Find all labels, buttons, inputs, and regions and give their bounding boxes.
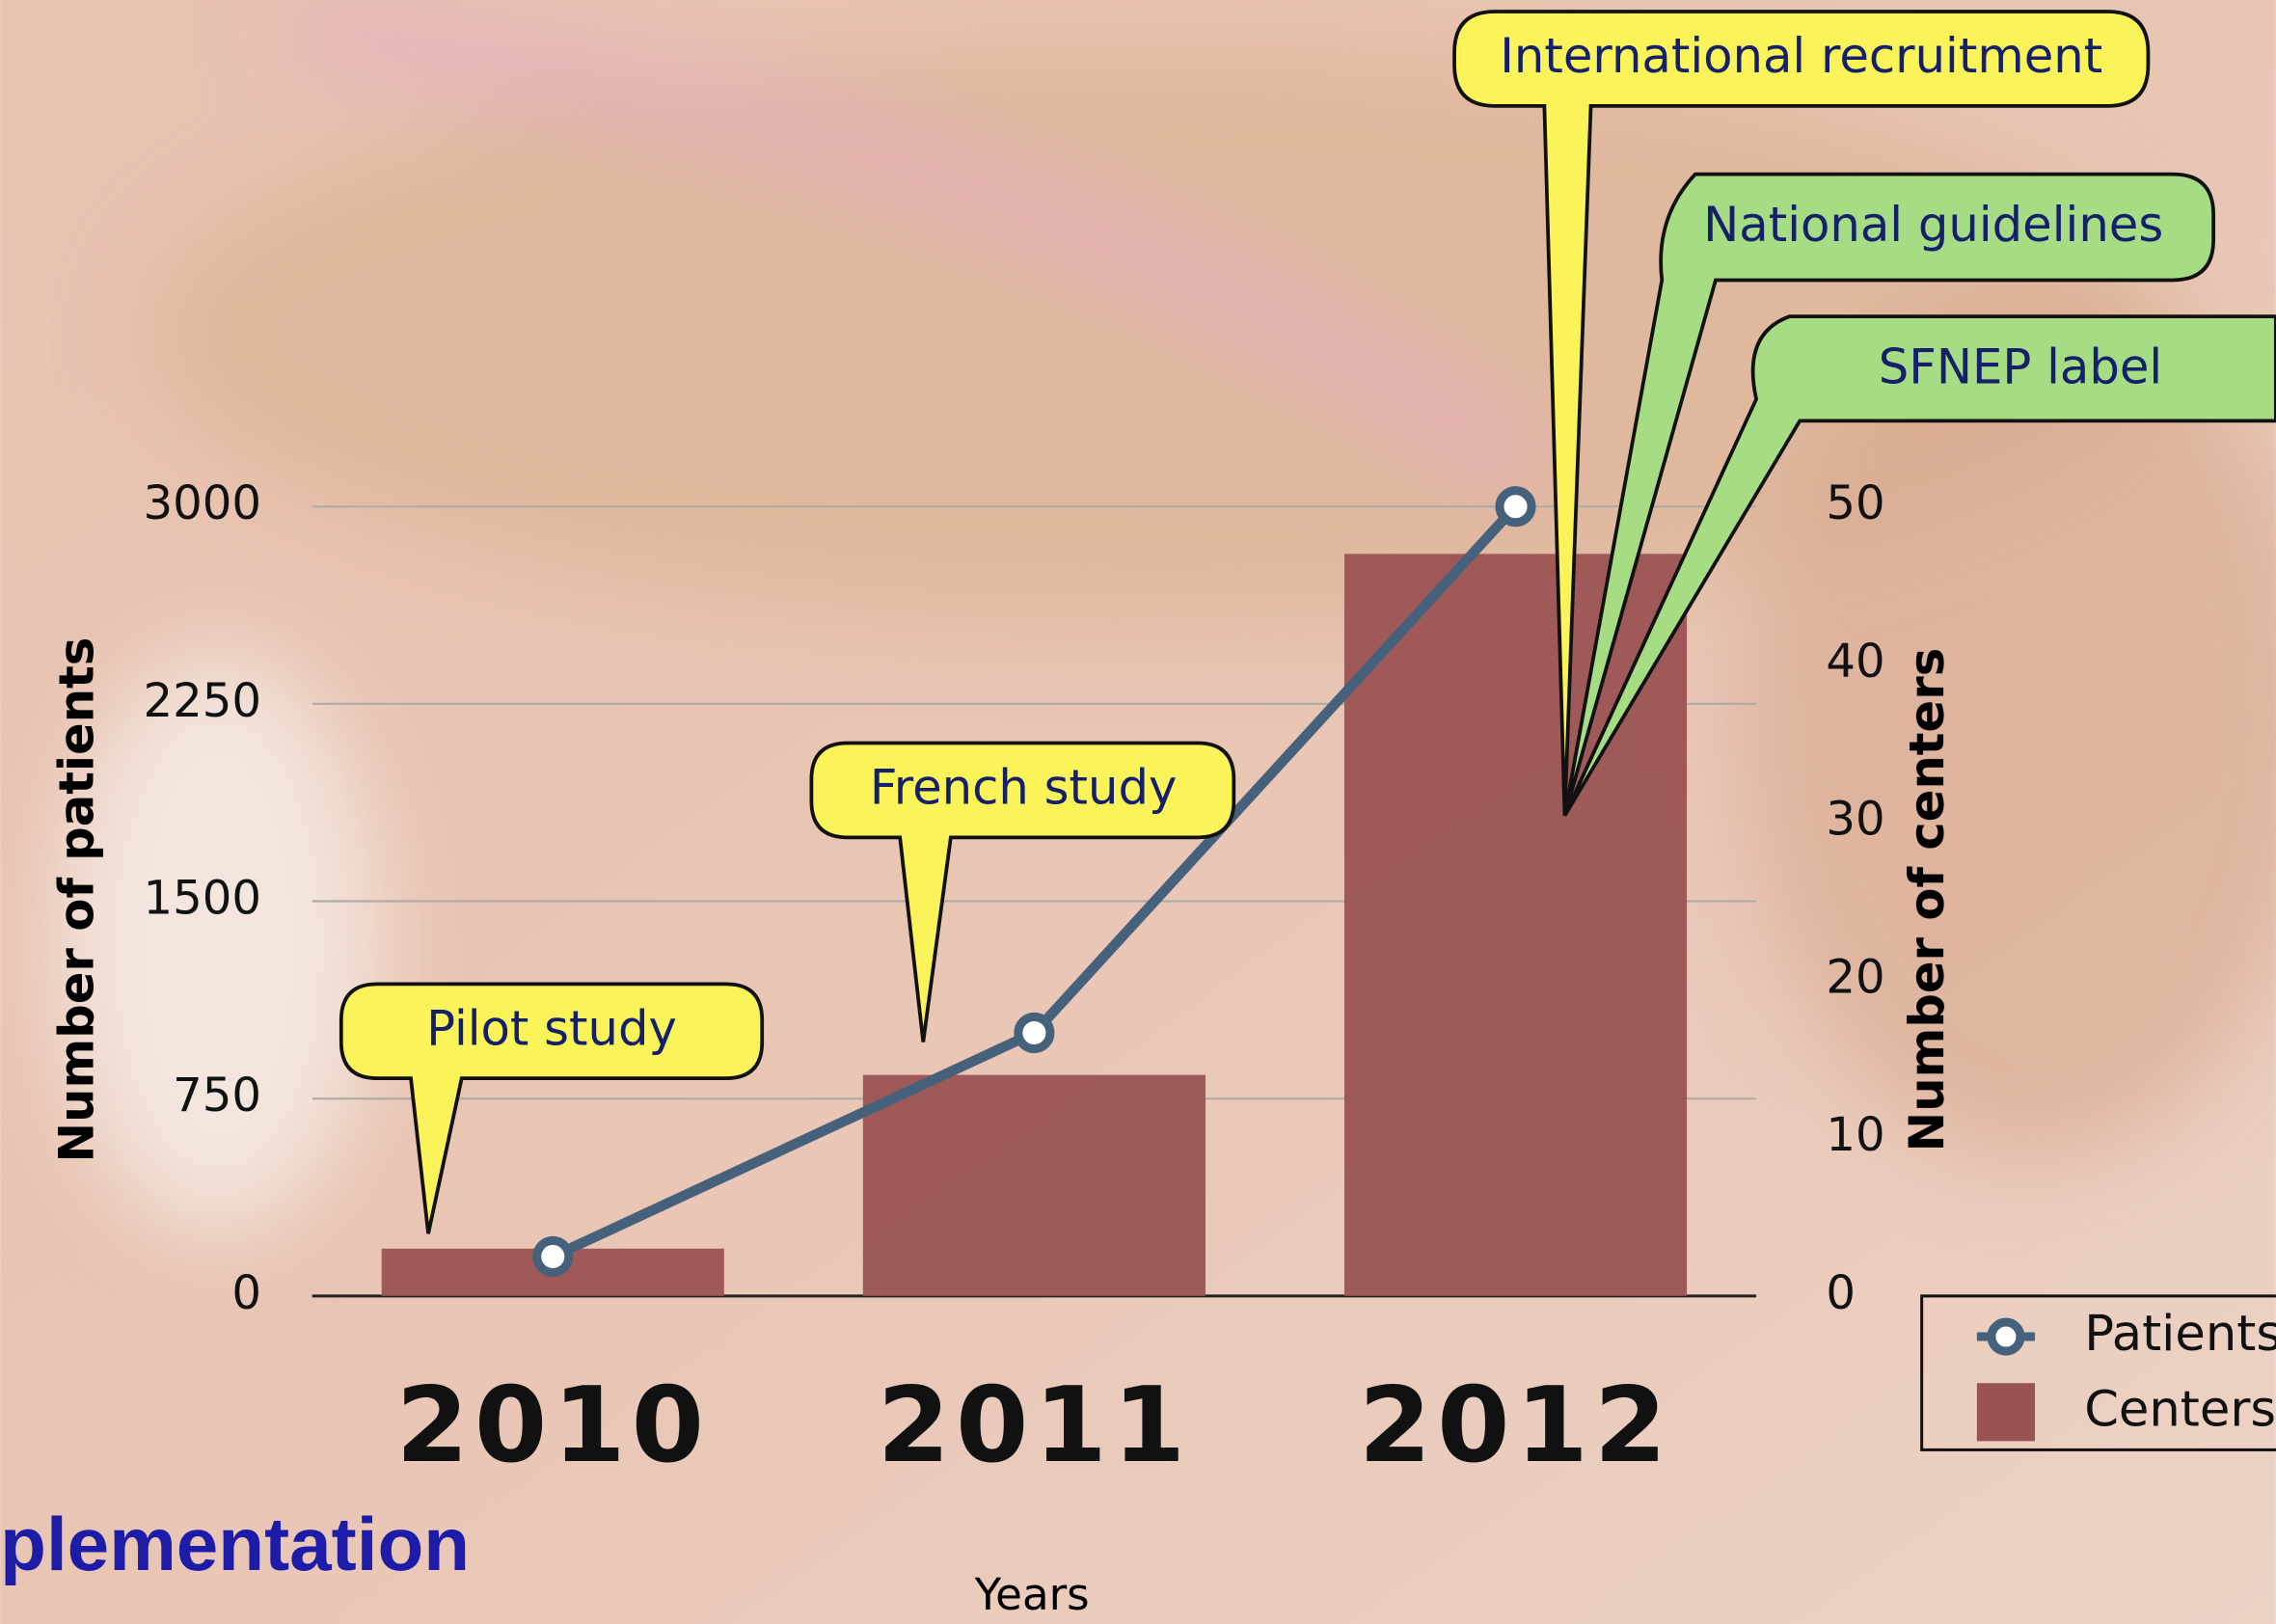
annotation: International recruitment xyxy=(1500,28,2102,84)
bar xyxy=(863,1075,1206,1296)
annotation: National guidelines xyxy=(1703,197,2163,253)
annotation: Pilot study xyxy=(426,1000,677,1056)
y2-tick-label: 50 xyxy=(1826,476,1884,530)
y-axis-label: Number of patients xyxy=(48,637,104,1163)
y2-tick-label: 0 xyxy=(1826,1266,1856,1320)
y2-tick-label: 20 xyxy=(1826,950,1884,1004)
x-tick-label: 2010 xyxy=(395,1364,710,1486)
y2-axis-label: Number of centers xyxy=(1899,648,1955,1152)
legend-label: Centers xyxy=(2084,1381,2276,1438)
chart: 075015002250300001020304050201020112012 … xyxy=(0,0,2276,1624)
y2-tick-label: 40 xyxy=(1826,635,1884,689)
x-tick-label: 2012 xyxy=(1359,1364,1673,1486)
legend-marker xyxy=(1992,1322,2020,1351)
y-tick-label: 0 xyxy=(231,1266,261,1320)
point xyxy=(1018,1016,1050,1048)
y2-tick-label: 10 xyxy=(1826,1108,1884,1162)
legend-label: Patients xyxy=(2084,1306,2276,1363)
y-tick-label: 750 xyxy=(173,1069,261,1123)
x-tick-label: 2011 xyxy=(878,1364,1192,1486)
y-tick-label: 1500 xyxy=(144,872,262,926)
legend-marker xyxy=(1977,1383,2035,1441)
y-tick-label: 2250 xyxy=(144,674,262,728)
point xyxy=(1500,491,1531,523)
point xyxy=(537,1240,569,1272)
footer-text: plementation xyxy=(0,1502,470,1586)
y-tick-label: 3000 xyxy=(144,476,262,530)
y2-tick-label: 30 xyxy=(1826,793,1884,847)
annotation: French study xyxy=(870,760,1178,816)
annotation: SFNEP label xyxy=(1879,338,2162,394)
x-axis-label: Years xyxy=(974,1569,1090,1620)
page: 075015002250300001020304050201020112012 … xyxy=(0,0,2276,1624)
